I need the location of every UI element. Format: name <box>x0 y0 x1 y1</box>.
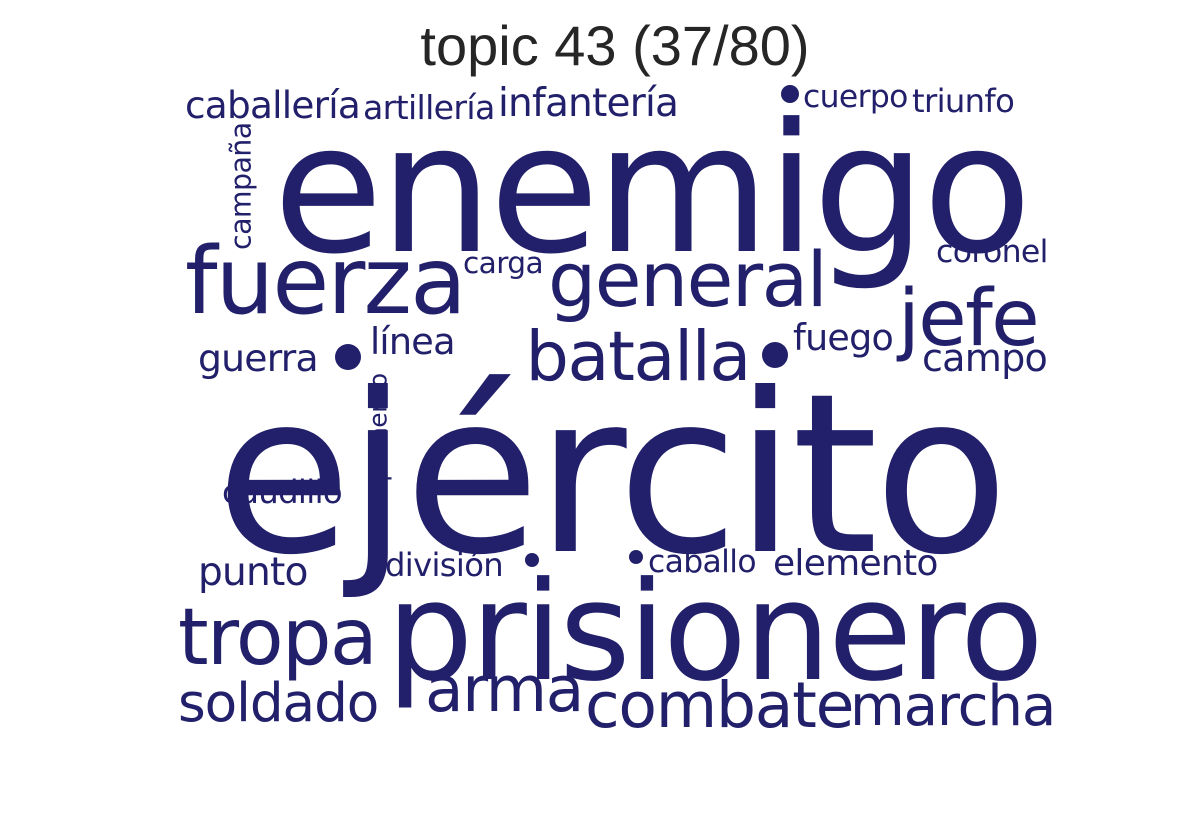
word-jefe: jefe <box>898 271 1040 364</box>
word-marcha: marcha <box>850 673 1056 739</box>
word-arma: arma <box>425 652 584 726</box>
word-caballeria: caballería <box>185 82 361 127</box>
word-triunfo: triunfo <box>912 81 1015 120</box>
word-elemento: elemento <box>773 543 938 584</box>
tiny-word-dot <box>525 553 539 567</box>
word-cuerpo: cuerpo <box>803 79 908 115</box>
figure-title: topic 43 (37/80) <box>420 14 810 77</box>
word-soldado: soldado <box>178 672 379 734</box>
word-campamento: campamento <box>363 372 393 534</box>
word-artilleria: artillería <box>363 88 495 127</box>
word-caudillo: caudillo <box>222 472 343 511</box>
word-prisionero: prisionero <box>386 552 1044 712</box>
word-campana: campaña <box>224 121 258 250</box>
word-tropa: tropa <box>178 593 378 683</box>
word-batalla: batalla <box>525 317 752 397</box>
word-combate: combate <box>585 667 854 742</box>
tiny-word-dot <box>335 344 361 370</box>
word-guerra: guerra <box>198 336 319 380</box>
word-fuego: fuego <box>793 316 894 359</box>
word-campo: campo <box>922 336 1048 380</box>
tiny-word-dot <box>781 85 799 103</box>
word-fuerza: fuerza <box>185 226 467 335</box>
word-enemigo: enemigo <box>273 85 1032 294</box>
word-linea: línea <box>370 319 456 363</box>
word-punto: punto <box>198 549 308 595</box>
word-carga: carga <box>463 245 544 280</box>
word-caballo: caballo <box>648 544 757 580</box>
word-general: general <box>548 234 828 324</box>
word-coronel: coronel <box>936 233 1048 270</box>
word-infanteria: infantería <box>498 80 679 126</box>
tiny-word-dot <box>762 342 788 368</box>
tiny-word-dot <box>629 550 643 564</box>
word-ejercito: ejército <box>215 346 1010 604</box>
word-division: división <box>385 545 504 584</box>
